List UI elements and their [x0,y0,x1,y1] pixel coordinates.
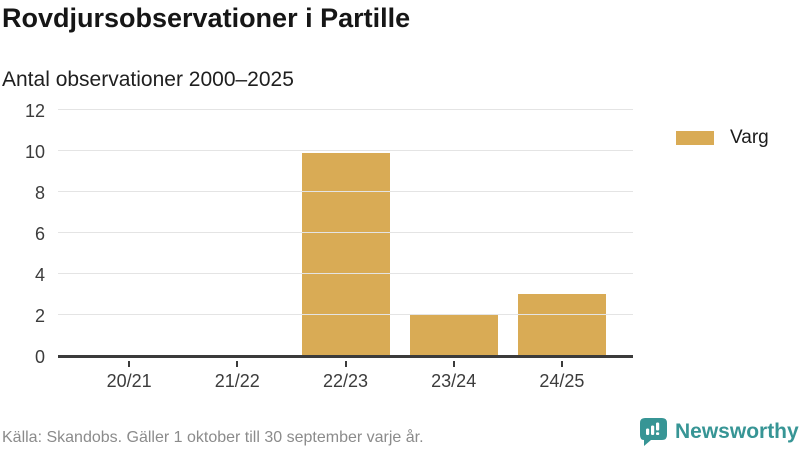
x-axis: 20/21 21/22 22/23 23/24 24/25 [58,361,633,395]
bar-slot-22/23 [291,112,399,355]
source-note: Källa: Skandobs. Gäller 1 oktober till 3… [2,429,424,446]
y-tick-label-10: 10 [24,142,45,162]
gridline-2 [58,314,633,315]
gridline-6 [58,232,633,233]
y-tick-label-2: 2 [34,306,45,326]
x-tick-21/22 [236,361,239,367]
x-tick-24/25 [560,361,563,367]
gridline-4 [58,273,633,274]
y-tick-label-4: 4 [34,265,45,285]
x-tick-label-23/24: 23/24 [431,371,477,391]
y-tick-label-6: 6 [34,224,45,244]
gridline-12 [58,109,633,110]
x-tick-20/21 [128,361,131,367]
chart-subtitle: Antal observationer 2000–2025 [2,68,294,91]
x-tick-label-24/25: 24/25 [539,371,585,391]
bar-slot-21/22 [183,112,291,355]
bar-24/25 [517,294,606,355]
newsworthy-logo: Newsworthy [640,418,799,446]
legend-label-varg: Varg [730,127,769,148]
bar-slot-24/25 [508,112,616,355]
gridline-8 [58,191,633,192]
legend: Varg [676,127,769,148]
y-tick-label-8: 8 [34,183,45,203]
y-tick-label-12: 12 [24,101,45,121]
newsworthy-icon [640,418,667,446]
gridline-10 [58,150,633,151]
bar-slot-23/24 [400,112,508,355]
legend-swatch-varg [676,131,714,145]
x-tick-23/24 [452,361,455,367]
plot-area [58,109,633,358]
bar-group [58,112,633,355]
y-tick-label-0: 0 [34,347,45,367]
brand-name: Newsworthy [675,420,799,443]
y-axis-labels: 0 2 4 6 8 10 12 [0,102,45,366]
x-tick-label-22/23: 22/23 [322,371,369,391]
chart-title: Rovdjursobservationer i Partille [2,3,411,33]
bar-22/23 [301,152,390,355]
x-tick-label-21/22: 21/22 [214,371,260,391]
bar-23/24 [409,314,498,355]
x-tick-label-20/21: 20/21 [106,371,152,391]
bar-slot-20/21 [75,112,183,355]
x-tick-22/23 [344,361,347,367]
